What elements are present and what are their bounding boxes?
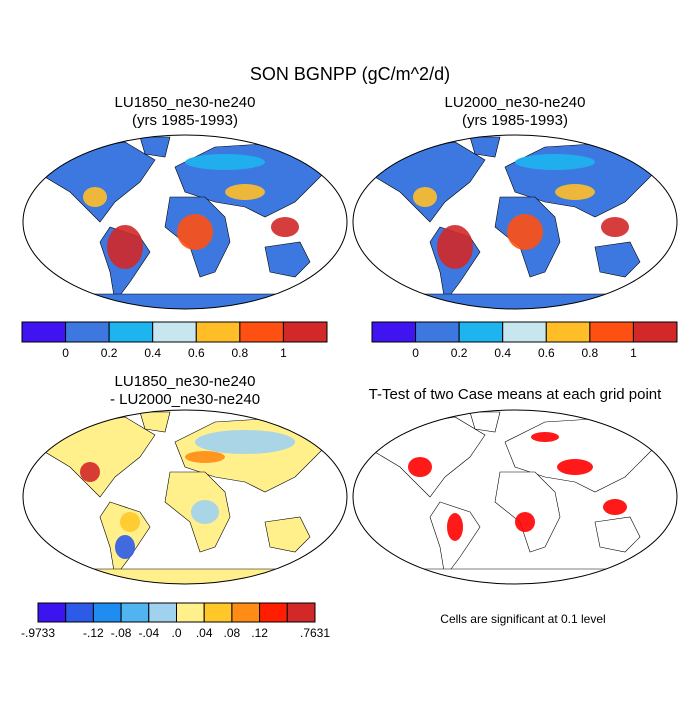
colorbar-box (92, 602, 122, 623)
colorbar-box (371, 321, 417, 343)
panel-title: T-Test of two Case means at each grid po… (369, 386, 662, 403)
colorbar-label: -.12 (83, 626, 104, 640)
colorbar-box (259, 602, 288, 623)
colorbar-label: 0.2 (101, 346, 118, 360)
field-patch (515, 154, 595, 170)
colorbar-label: 0.8 (232, 346, 249, 360)
map (44, 411, 336, 584)
field-patch (408, 457, 432, 477)
map (44, 136, 336, 309)
colorbar (37, 602, 316, 623)
colorbar-box (37, 602, 67, 623)
colorbar-box (589, 321, 634, 343)
field-patch (447, 513, 463, 541)
colorbar-label: 0 (412, 346, 419, 360)
field-patch (83, 187, 107, 207)
colorbar-box (282, 321, 328, 343)
colorbar-box (195, 321, 241, 343)
field-patch (115, 535, 135, 559)
colorbar-label: .04 (196, 626, 213, 640)
field-patch (531, 432, 559, 442)
colorbar-box (632, 321, 678, 343)
field-patch (185, 154, 265, 170)
field-patch (515, 512, 535, 532)
colorbar-label: .7631 (300, 626, 330, 640)
colorbar-box (65, 321, 110, 343)
colorbar-box (286, 602, 316, 623)
panel-title: LU1850_ne30-ne240 (115, 373, 256, 390)
field-patch (271, 217, 299, 237)
colorbar-box (65, 602, 94, 623)
figure-title: SON BGNPP (gC/m^2/d) (250, 64, 450, 84)
colorbar-label: .08 (224, 626, 241, 640)
colorbar-box (231, 602, 261, 623)
panel-note: Cells are significant at 0.1 level (440, 612, 605, 626)
field-patch (225, 184, 265, 200)
colorbar-box (203, 602, 233, 623)
map (374, 411, 666, 584)
field-patch (120, 512, 140, 532)
panel-title: LU1850_ne30-ne240 (115, 94, 256, 111)
field-patch (185, 451, 225, 463)
colorbar (21, 321, 328, 343)
field-patch (557, 459, 593, 475)
field-patch (603, 499, 627, 515)
field-patch (195, 430, 295, 454)
colorbar-label: -.9733 (21, 626, 55, 640)
colorbar-label: 0 (62, 346, 69, 360)
panel-subtitle: - LU2000_ne30-ne240 (110, 391, 260, 408)
panel-subtitle: (yrs 1985-1993) (462, 112, 568, 129)
field-patch (555, 184, 595, 200)
colorbar-box (148, 602, 178, 623)
field-patch (507, 214, 543, 250)
colorbar-box (176, 602, 205, 623)
field-patch (601, 217, 629, 237)
colorbar-box (21, 321, 67, 343)
colorbar-box (502, 321, 547, 343)
colorbar-label: 0.2 (451, 346, 468, 360)
map (374, 136, 666, 309)
colorbar-box (458, 321, 504, 343)
colorbar-box (239, 321, 284, 343)
field-patch (80, 462, 100, 482)
colorbar-box (545, 321, 591, 343)
colorbar-label: .12 (251, 626, 268, 640)
colorbar-box (120, 602, 150, 623)
colorbar-label: 0.6 (538, 346, 555, 360)
field-patch (413, 187, 437, 207)
colorbar-label: 0.6 (188, 346, 205, 360)
colorbar-label: 0.8 (582, 346, 599, 360)
panel-subtitle: (yrs 1985-1993) (132, 112, 238, 129)
colorbar-label: -.04 (138, 626, 159, 640)
colorbar-label: 1 (280, 346, 287, 360)
colorbar-box (415, 321, 460, 343)
colorbar-label: 0.4 (494, 346, 511, 360)
map-border (22, 134, 348, 310)
colorbar-label: 0.4 (144, 346, 161, 360)
panel-title: LU2000_ne30-ne240 (445, 94, 586, 111)
map-border (352, 134, 678, 310)
colorbar (371, 321, 678, 343)
colorbar-label: 1 (630, 346, 637, 360)
colorbar-box (108, 321, 154, 343)
field-patch (177, 214, 213, 250)
colorbar-label: -.08 (111, 626, 132, 640)
colorbar-label: .0 (171, 626, 181, 640)
field-patch (437, 225, 473, 269)
map-border (352, 409, 678, 585)
map-border (22, 409, 348, 585)
field-patch (191, 500, 219, 524)
colorbar-box (152, 321, 197, 343)
field-patch (107, 225, 143, 269)
land (374, 411, 666, 584)
